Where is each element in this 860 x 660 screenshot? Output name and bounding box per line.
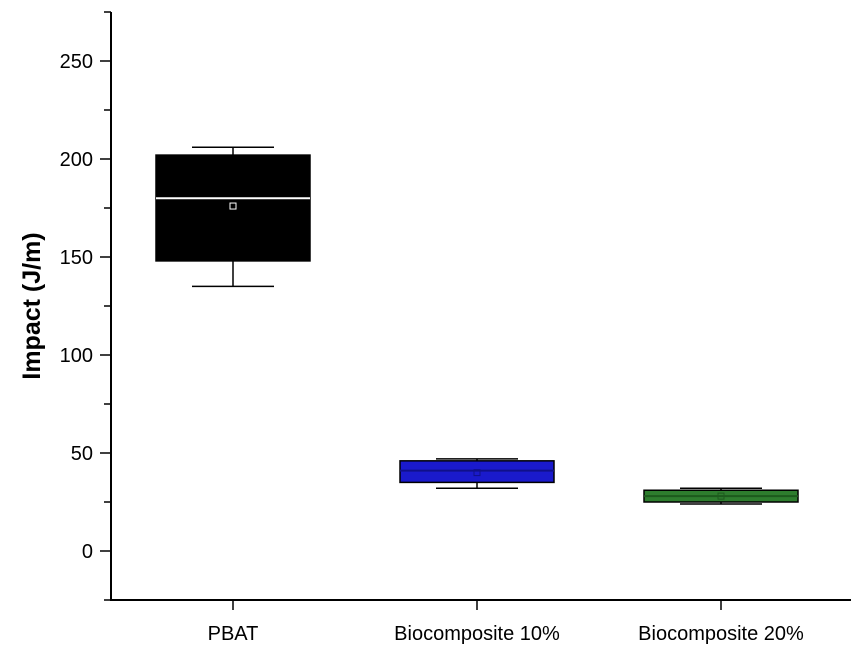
y-tick-label: 0 <box>82 541 93 563</box>
x-tick-label: Biocomposite 20% <box>638 623 804 645</box>
mean-marker <box>717 492 725 500</box>
mean-marker <box>229 202 237 210</box>
box-group <box>155 146 311 288</box>
box-group <box>643 487 799 505</box>
y-tick-label: 50 <box>71 443 93 465</box>
iqr-box <box>155 154 311 262</box>
y-axis-title: Impact (J/m) <box>18 232 46 379</box>
y-axis-ticks: 0 50 100 150 200 250 <box>60 11 111 601</box>
boxes <box>155 146 799 505</box>
x-tick-label: Biocomposite 10% <box>394 623 560 645</box>
y-tick-label: 250 <box>60 51 93 73</box>
x-axis-ticks: PBAT Biocomposite 10% Biocomposite 20% <box>208 600 804 645</box>
axes <box>110 12 851 601</box>
y-tick-label: 100 <box>60 345 93 367</box>
y-tick-label: 150 <box>60 247 93 269</box>
box-group <box>399 458 555 490</box>
x-tick-label: PBAT <box>208 623 259 645</box>
y-tick-label: 200 <box>60 149 93 171</box>
mean-marker <box>473 469 481 477</box>
